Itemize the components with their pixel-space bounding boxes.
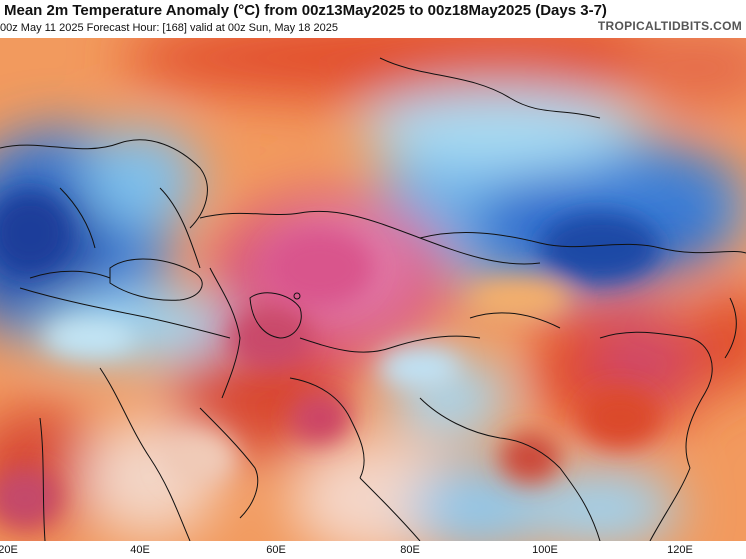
longitude-axis: 20E 40E 60E 80E 100E 120E: [0, 541, 746, 559]
tick-80e: 80E: [400, 544, 420, 556]
forecast-info: 00z May 11 2025 Forecast Hour: [168] val…: [0, 22, 338, 34]
lake-marker: [293, 292, 301, 300]
coastlines-borders: [0, 57, 746, 541]
header: Mean 2m Temperature Anomaly (°C) from 00…: [0, 0, 746, 38]
brand-watermark: TROPICALTIDBITS.COM: [597, 19, 742, 33]
tick-40e: 40E: [130, 544, 150, 556]
anomaly-blobs-detail: [0, 193, 660, 528]
tick-100e: 100E: [532, 544, 558, 556]
tick-60e: 60E: [266, 544, 286, 556]
tick-120e: 120E: [667, 544, 693, 556]
tick-20e: 20E: [0, 544, 18, 556]
map-title: Mean 2m Temperature Anomaly (°C) from 00…: [4, 2, 607, 19]
temperature-anomaly-map: [0, 38, 746, 541]
map-canvas: [0, 38, 746, 541]
